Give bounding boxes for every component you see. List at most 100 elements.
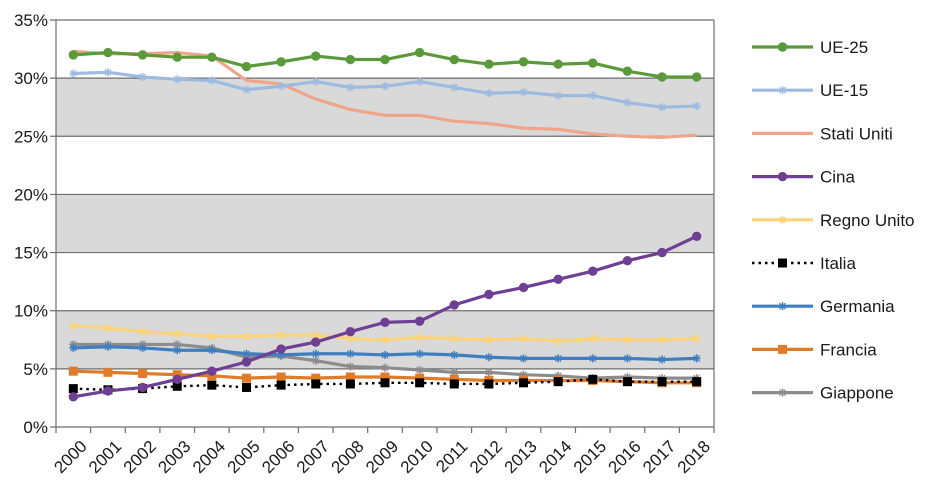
data-point <box>207 76 216 85</box>
data-point <box>588 334 597 343</box>
data-point <box>137 50 148 60</box>
data-point <box>103 47 113 58</box>
plot-band <box>56 20 714 79</box>
data-point <box>103 68 112 77</box>
legend-label: UE-25 <box>820 38 868 57</box>
data-point <box>519 378 529 388</box>
data-point <box>519 354 528 363</box>
x-tick-label: 2005 <box>224 437 264 477</box>
legend-label: UE-15 <box>820 81 868 100</box>
data-point <box>588 91 597 100</box>
data-point <box>346 334 355 343</box>
x-tick-label: 2008 <box>327 437 367 477</box>
data-point <box>381 82 389 91</box>
data-point <box>588 354 597 363</box>
data-point <box>588 58 598 68</box>
data-point <box>242 349 251 358</box>
data-point <box>380 372 390 382</box>
data-point <box>207 346 216 355</box>
data-point <box>414 47 425 58</box>
y-tick-label: 15% <box>14 244 48 263</box>
legend-item-germania: Germania <box>752 297 895 316</box>
legend-label: Cina <box>820 168 856 187</box>
data-point <box>415 378 425 388</box>
data-point <box>207 366 217 376</box>
data-point <box>553 59 563 69</box>
legend-item-regno-unito: Regno Unito <box>752 211 915 230</box>
data-point <box>242 332 251 341</box>
data-point <box>554 354 563 363</box>
data-point <box>484 379 494 389</box>
data-point <box>241 357 252 367</box>
data-point <box>415 366 424 375</box>
data-point <box>311 356 320 365</box>
data-point <box>173 329 182 338</box>
data-point <box>450 350 459 359</box>
data-point <box>311 379 321 389</box>
x-tick-label: 2010 <box>397 437 437 477</box>
legend-marker <box>778 215 787 224</box>
data-point <box>484 368 493 377</box>
data-point <box>484 335 493 344</box>
legend-label: Regno Unito <box>820 211 915 230</box>
data-point <box>207 380 217 390</box>
legend-marker <box>778 302 787 311</box>
data-point <box>415 349 424 358</box>
data-point <box>449 374 459 384</box>
plot-band <box>56 252 714 311</box>
data-point <box>518 282 529 293</box>
data-point <box>311 77 320 86</box>
x-tick-label: 2003 <box>154 437 194 477</box>
y-tick-label: 0% <box>23 418 48 437</box>
legend-label: Stati Uniti <box>820 124 893 143</box>
data-point <box>381 335 389 344</box>
data-point <box>311 373 321 383</box>
data-point <box>553 274 563 285</box>
data-point <box>345 379 355 389</box>
legend-item-ue-25: UE-25 <box>752 38 868 57</box>
legend-item-cina: Cina <box>752 168 856 187</box>
data-point <box>173 346 182 355</box>
x-tick-label: 2002 <box>120 437 160 477</box>
legend-marker <box>778 258 787 268</box>
x-tick-label: 2004 <box>189 437 229 477</box>
data-point <box>311 337 321 347</box>
data-point <box>346 349 355 358</box>
data-point <box>692 102 701 111</box>
data-point <box>138 343 147 352</box>
data-point <box>173 75 182 84</box>
data-point <box>691 231 702 241</box>
series-germania <box>69 342 701 364</box>
series-ue-25 <box>68 47 702 82</box>
x-tick-label: 2007 <box>293 437 333 477</box>
y-tick-label: 5% <box>23 360 48 379</box>
data-point <box>172 52 182 62</box>
series-layer <box>68 47 702 402</box>
data-point <box>172 381 182 391</box>
data-point <box>276 380 286 390</box>
data-point <box>692 377 702 387</box>
data-point <box>622 377 632 387</box>
data-point <box>484 289 494 300</box>
legend-item-italia: Italia <box>752 254 856 273</box>
data-point <box>346 362 355 371</box>
data-point <box>207 52 217 62</box>
legend: UE-25 UE-15 Stati Uniti Cina Regno Unito Ital… <box>752 38 915 403</box>
data-point <box>588 374 598 384</box>
data-point <box>484 59 494 69</box>
data-point <box>450 83 459 92</box>
data-point <box>69 69 78 78</box>
data-point <box>692 354 701 363</box>
data-point <box>449 54 459 65</box>
data-point <box>658 355 667 364</box>
data-point <box>276 57 286 67</box>
data-point <box>623 98 632 107</box>
x-tick-label: 2017 <box>639 437 679 477</box>
series-ue-15 <box>69 68 701 112</box>
x-tick-label: 2014 <box>535 437 575 477</box>
x-tick-label: 2009 <box>362 437 402 477</box>
data-point <box>380 378 390 388</box>
data-point <box>69 343 78 352</box>
data-point <box>276 372 286 382</box>
